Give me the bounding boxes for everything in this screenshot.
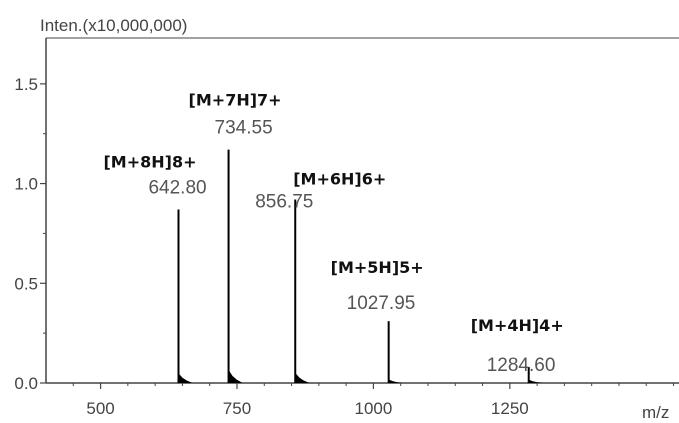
peak-labels: 642.80 [M+8H]8+ 734.55 [M+7H]7+ 856.75 [M+6H]… [103, 91, 563, 376]
peak-value-label: 1027.95 [347, 293, 416, 314]
x-tick-label: 500 [86, 399, 114, 418]
ion-label: [M+7H]7+ [189, 91, 282, 110]
peak-isotope-cluster [178, 374, 193, 383]
y-tick-label: 1.5 [14, 75, 38, 94]
y-axis-label: Inten.(x10,000,000) [40, 16, 187, 35]
peaks [177, 149, 543, 383]
peak-isotope-cluster [228, 371, 243, 383]
peak-isotope-cluster [295, 373, 310, 383]
ticks: 500 750 1000 1250 0.0 0.5 1.0 1.5 [14, 75, 675, 418]
peak-isotope-cluster [388, 379, 403, 383]
y-tick-label: 0.0 [14, 374, 38, 393]
x-tick-label: 750 [223, 399, 251, 418]
peak-value-label: 642.80 [148, 178, 206, 199]
ion-label: [M+4H]4+ [471, 316, 564, 335]
ion-label: [M+6H]6+ [293, 170, 386, 189]
x-tick-label: 1250 [491, 399, 529, 418]
ion-label: [M+8H]8+ [103, 153, 196, 172]
peak-isotope-cluster [528, 380, 543, 383]
ion-label: [M+5H]5+ [331, 258, 424, 277]
y-tick-label: 1.0 [14, 175, 38, 194]
axes [45, 37, 679, 384]
peak-value-label: 1284.60 [487, 355, 556, 376]
y-tick-label: 0.5 [14, 274, 38, 293]
x-tick-label: 1000 [354, 399, 392, 418]
x-axis-label: m/z [642, 403, 669, 422]
peak-value-label: 734.55 [215, 118, 273, 139]
peak-value-label: 856.75 [255, 192, 313, 213]
